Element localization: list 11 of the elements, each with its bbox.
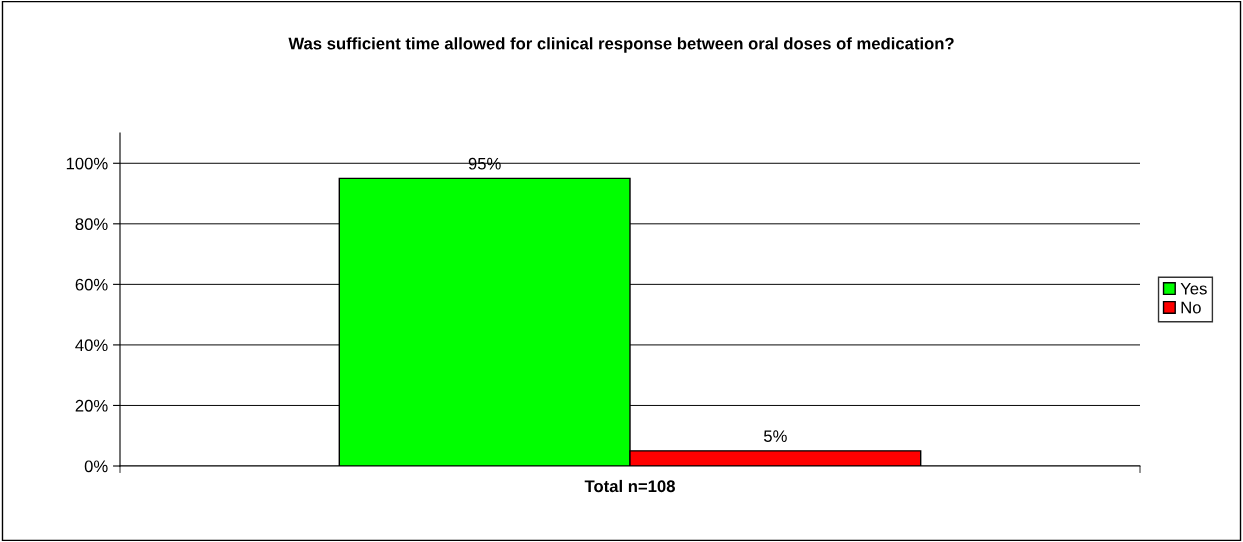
y-tick-label: 0%: [84, 460, 108, 473]
y-tick-label: 100%: [66, 157, 108, 170]
data-label: 5%: [763, 430, 787, 443]
chart-title: Was sufficient time allowed for clinical response between oral doses of medication?: [288, 37, 954, 53]
legend-label: No: [1181, 301, 1201, 314]
y-tick-label: 60%: [75, 278, 108, 291]
x-tick-label: Total n=108: [584, 479, 675, 493]
y-tick-label: 20%: [75, 399, 108, 412]
y-tick-label: 80%: [75, 218, 108, 231]
y-tick-label: 40%: [75, 339, 108, 352]
legend-label: Yes: [1180, 282, 1207, 295]
